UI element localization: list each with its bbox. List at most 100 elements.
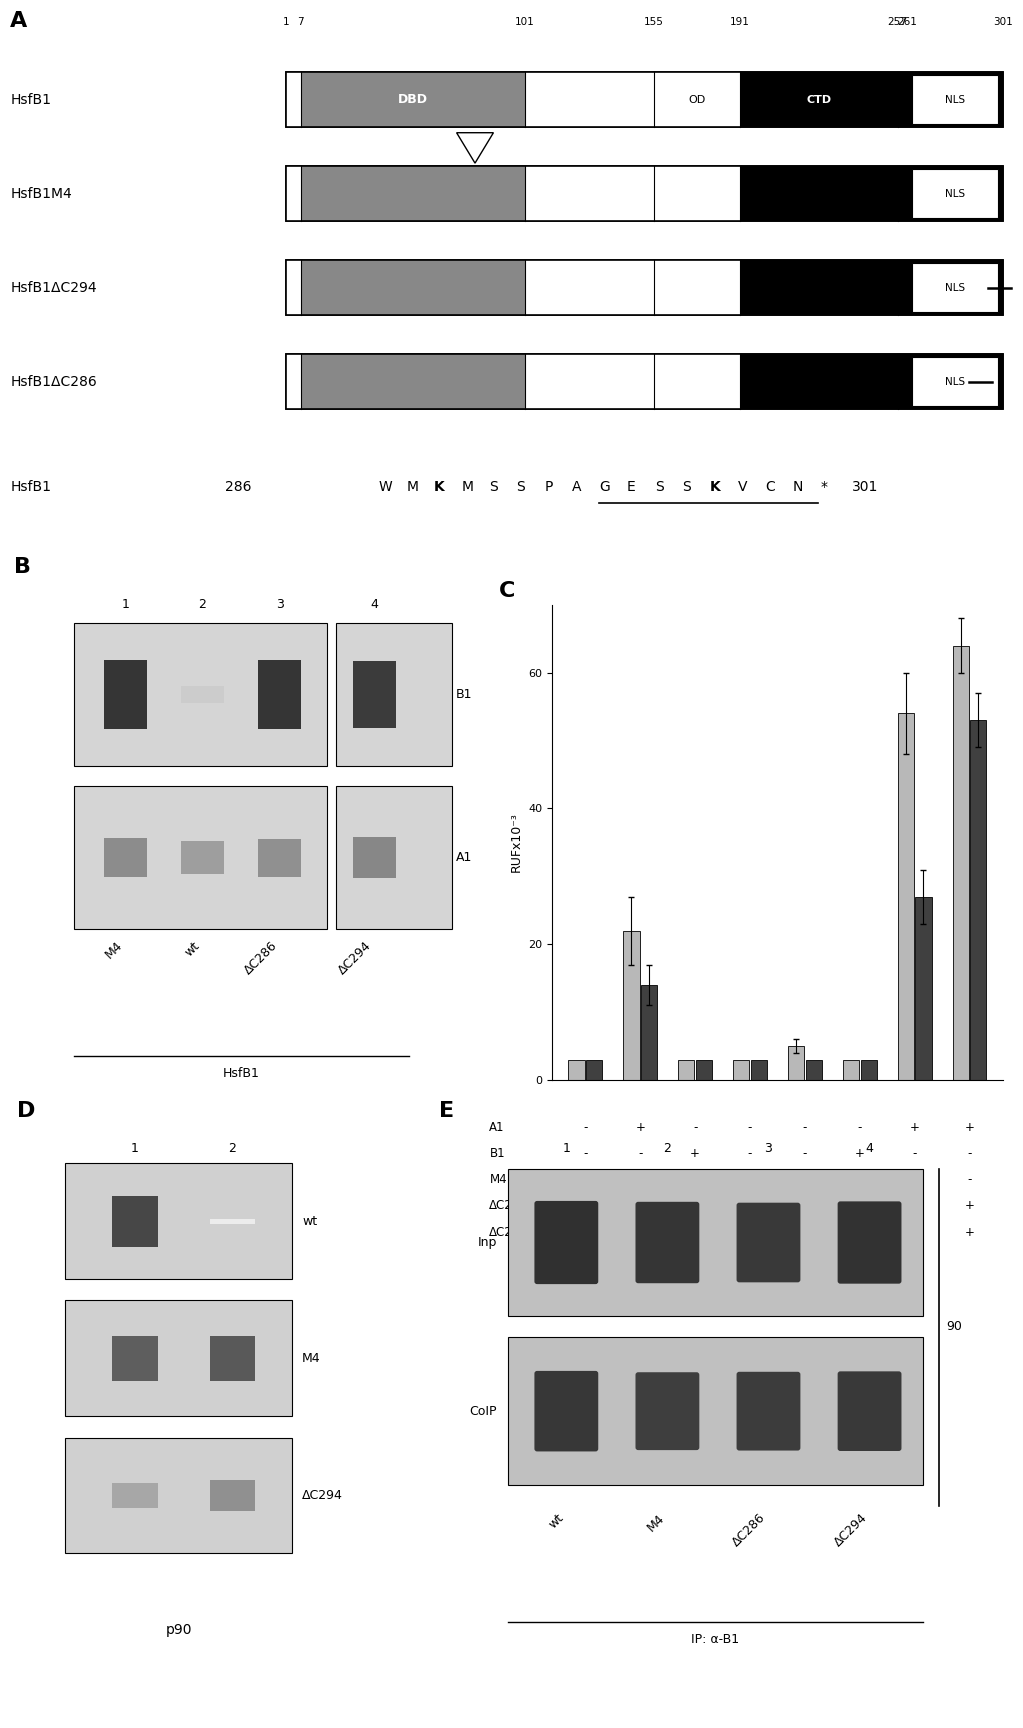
Text: -: - xyxy=(968,1173,972,1187)
Text: S: S xyxy=(517,480,526,494)
Bar xyxy=(641,985,657,1080)
Bar xyxy=(751,1059,767,1080)
Bar xyxy=(623,931,639,1080)
Text: wt: wt xyxy=(302,1215,317,1229)
Bar xyxy=(286,166,301,221)
Text: -: - xyxy=(583,1225,587,1239)
Bar xyxy=(286,259,1003,314)
Text: -: - xyxy=(857,1199,862,1213)
Bar xyxy=(911,76,997,124)
Text: A1: A1 xyxy=(456,852,473,864)
Text: p90: p90 xyxy=(166,1623,191,1636)
Text: ΔC286: ΔC286 xyxy=(730,1512,768,1550)
Text: +: + xyxy=(909,1173,920,1187)
Text: S: S xyxy=(682,480,692,494)
Text: OD: OD xyxy=(688,95,706,104)
Bar xyxy=(525,259,654,314)
Bar xyxy=(286,259,301,314)
Bar xyxy=(181,686,224,703)
Text: N: N xyxy=(793,480,803,494)
Text: -: - xyxy=(583,1173,587,1187)
Text: -: - xyxy=(693,1225,698,1239)
Text: -: - xyxy=(693,1173,698,1187)
Text: -: - xyxy=(638,1199,642,1213)
Text: -: - xyxy=(693,1121,698,1134)
Bar xyxy=(525,166,654,221)
Text: 301: 301 xyxy=(992,17,1013,26)
Text: +: + xyxy=(855,1147,864,1159)
Text: ΔC294: ΔC294 xyxy=(489,1199,528,1213)
Bar xyxy=(733,1059,749,1080)
Bar xyxy=(654,354,740,410)
Text: 2: 2 xyxy=(198,598,207,610)
Text: M4: M4 xyxy=(302,1351,320,1365)
Text: +: + xyxy=(909,1121,920,1134)
Text: W: W xyxy=(379,480,392,494)
Text: 7: 7 xyxy=(298,17,304,26)
Text: HsfB1: HsfB1 xyxy=(223,1066,260,1080)
Bar xyxy=(301,73,525,128)
Text: 2: 2 xyxy=(228,1142,236,1156)
Text: +: + xyxy=(800,1199,810,1213)
Bar xyxy=(678,1059,695,1080)
Bar xyxy=(210,1218,255,1223)
Text: ΔC294: ΔC294 xyxy=(832,1512,870,1550)
Bar xyxy=(788,1045,804,1080)
Bar xyxy=(952,646,969,1080)
Text: V: V xyxy=(738,480,747,494)
Bar xyxy=(65,1163,292,1279)
Text: IP: α-B1: IP: α-B1 xyxy=(692,1633,740,1645)
Text: 1: 1 xyxy=(131,1142,139,1156)
Text: Inp: Inp xyxy=(478,1236,497,1249)
Bar xyxy=(74,624,327,766)
Text: P: P xyxy=(544,480,552,494)
Text: NLS: NLS xyxy=(944,188,965,199)
Text: +: + xyxy=(965,1225,975,1239)
Text: ΔC294: ΔC294 xyxy=(302,1490,343,1502)
Y-axis label: RUFx10⁻³: RUFx10⁻³ xyxy=(510,812,523,873)
Bar xyxy=(181,842,224,874)
Text: 90: 90 xyxy=(946,1320,963,1334)
Text: -: - xyxy=(913,1225,917,1239)
Bar xyxy=(286,166,1003,221)
Text: E: E xyxy=(439,1101,454,1121)
Text: B: B xyxy=(13,558,31,577)
Text: 261: 261 xyxy=(897,17,917,26)
Text: A: A xyxy=(572,480,581,494)
Bar xyxy=(916,897,932,1080)
Text: HsfB1M4: HsfB1M4 xyxy=(10,187,72,200)
Text: -: - xyxy=(803,1121,807,1134)
Bar xyxy=(507,1168,923,1317)
Text: B1: B1 xyxy=(456,688,473,702)
Bar xyxy=(65,1438,292,1553)
Bar xyxy=(74,786,327,930)
Bar xyxy=(113,1483,158,1507)
Text: 3: 3 xyxy=(764,1142,772,1156)
Text: ΔC286: ΔC286 xyxy=(489,1225,528,1239)
Text: NLS: NLS xyxy=(944,377,965,387)
FancyBboxPatch shape xyxy=(838,1372,901,1452)
Bar xyxy=(654,166,740,221)
Bar xyxy=(525,354,654,410)
Text: A: A xyxy=(10,10,28,31)
Text: A1: A1 xyxy=(489,1121,505,1134)
Text: -: - xyxy=(638,1225,642,1239)
Text: K: K xyxy=(710,480,721,494)
Text: M: M xyxy=(406,480,418,494)
Text: -: - xyxy=(803,1173,807,1187)
Text: CTD: CTD xyxy=(806,95,832,104)
Text: 2: 2 xyxy=(664,1142,671,1156)
Bar xyxy=(259,838,302,876)
Text: -: - xyxy=(803,1147,807,1159)
Bar xyxy=(259,660,302,729)
Text: ΔC286: ΔC286 xyxy=(241,940,280,978)
Bar xyxy=(103,838,146,878)
Text: K: K xyxy=(434,480,445,494)
Text: HsfB1: HsfB1 xyxy=(10,93,51,107)
Text: -: - xyxy=(583,1147,587,1159)
Text: +: + xyxy=(855,1225,864,1239)
Text: -: - xyxy=(638,1147,642,1159)
Text: -: - xyxy=(748,1121,752,1134)
Bar xyxy=(210,1481,255,1510)
Bar xyxy=(286,166,1003,221)
